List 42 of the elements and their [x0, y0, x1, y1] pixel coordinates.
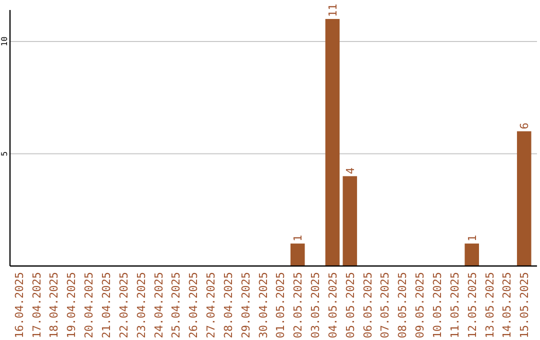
x-tick-label: 05.05.2025 — [344, 272, 357, 338]
x-tick-label: 09.05.2025 — [414, 272, 427, 338]
x-tick-label: 03.05.2025 — [309, 272, 322, 338]
x-tick-label: 11.05.2025 — [448, 272, 462, 338]
bar — [464, 244, 479, 266]
x-tick-label: 15.05.2025 — [518, 272, 532, 338]
data-label: 1 — [292, 234, 305, 242]
x-tick-label: 02.05.2025 — [292, 272, 305, 338]
x-tick-label: 23.04.2025 — [134, 272, 148, 338]
x-tick-label: 25.04.2025 — [170, 272, 183, 338]
x-tick-label: 12.05.2025 — [466, 272, 479, 338]
x-tick-label: 10.05.2025 — [431, 272, 444, 338]
x-tick-label: 26.04.2025 — [187, 272, 200, 338]
x-tick-label: 18.04.2025 — [48, 272, 61, 338]
x-tick-label: 21.04.2025 — [100, 272, 113, 338]
x-tick-label: 06.05.2025 — [361, 272, 374, 338]
x-tick-label: 30.04.2025 — [256, 272, 270, 338]
x-tick-label: 07.05.2025 — [378, 272, 392, 338]
bar — [516, 131, 532, 266]
y-tick-label: 10 — [0, 36, 9, 46]
data-label: 11 — [326, 4, 340, 17]
x-tick-label: 28.04.2025 — [222, 272, 235, 338]
data-label: 6 — [518, 122, 532, 130]
y-tick-label: 5 — [0, 151, 9, 156]
x-tick-label: 13.05.2025 — [483, 272, 496, 338]
x-tick-label: 22.04.2025 — [117, 272, 130, 338]
x-tick-label: 29.04.2025 — [239, 272, 252, 338]
data-label: 4 — [344, 167, 357, 174]
x-tick-label: 27.04.2025 — [204, 272, 218, 338]
bar — [325, 18, 340, 266]
x-tick-label: 08.05.2025 — [396, 272, 410, 338]
data-label: 1 — [466, 234, 479, 242]
x-tick-label: 01.05.2025 — [274, 272, 288, 338]
bar — [290, 244, 305, 266]
x-tick-label: 16.04.2025 — [12, 272, 26, 338]
x-tick-label: 24.04.2025 — [152, 272, 166, 338]
x-tick-label: 17.04.2025 — [30, 272, 44, 338]
x-tick-label: 04.05.2025 — [326, 272, 340, 338]
x-tick-label: 14.05.2025 — [500, 272, 514, 338]
x-tick-label: 19.04.2025 — [65, 272, 78, 338]
x-tick-label: 20.04.2025 — [82, 272, 96, 338]
bar — [342, 176, 358, 266]
